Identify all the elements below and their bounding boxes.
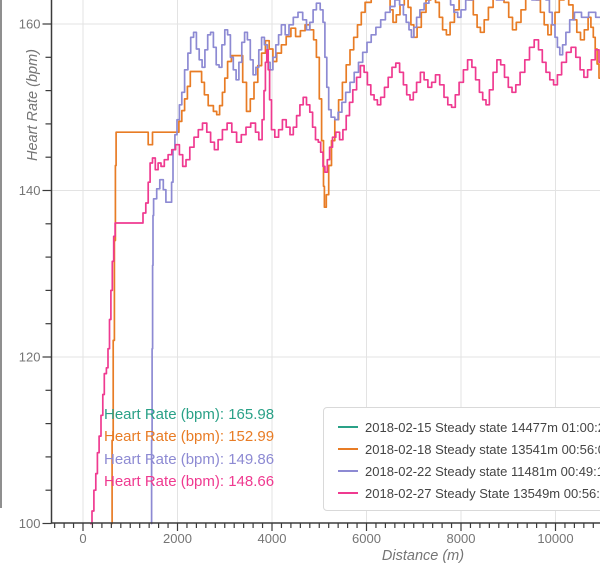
panel-left-border	[0, 0, 2, 508]
hover-tooltip: Heart Rate (bpm): 165.98 Heart Rate (bpm…	[104, 404, 274, 493]
x-tick-label: 0	[79, 531, 86, 546]
legend-item-label: 2018-02-22 Steady state 11481m 00:49:1	[365, 463, 600, 479]
series-line-2018-02-22	[150, 0, 600, 525]
x-tick-label: 8000	[447, 531, 476, 546]
legend-item-label: 2018-02-18 Steady state 13541m 00:56:0	[365, 441, 600, 457]
x-tick-label: 6000	[352, 531, 381, 546]
y-tick-label: 140	[19, 183, 41, 198]
tooltip-line-1: Heart Rate (bpm): 165.98	[104, 406, 275, 423]
legend-item-2018-02-18[interactable]: 2018-02-18 Steady state 13541m 00:56:0	[338, 438, 600, 460]
series-line-2018-02-27	[90, 38, 600, 525]
axes: 0 2000 4000 6000 8000 10000 100 120 140 160	[19, 0, 600, 546]
x-tick-label: 2000	[163, 531, 192, 546]
y-tick-label: 120	[19, 350, 41, 365]
x-axis-title: Distance (m)	[381, 548, 465, 564]
tooltip-line-2: Heart Rate (bpm): 152.99	[104, 428, 275, 446]
legend-line-swatch-icon	[338, 448, 358, 450]
legend-item-2018-02-15[interactable]: 2018-02-15 Steady state 14477m 01:00:2	[338, 416, 600, 438]
legend-line-swatch-icon	[338, 470, 358, 472]
y-tick-label: 100	[19, 516, 41, 531]
x-tick-label: 4000	[258, 531, 287, 546]
legend-item-2018-02-27[interactable]: 2018-02-27 Steady State 13549m 00:56:4	[338, 482, 600, 504]
legend-item-label: 2018-02-27 Steady State 13549m 00:56:4	[365, 485, 600, 501]
series-line-2018-02-18	[110, 0, 600, 525]
x-tick-label: 10000	[537, 531, 573, 546]
y-tick-label: 160	[19, 17, 41, 32]
legend: 2018-02-15 Steady state 14477m 01:00:2 2…	[323, 407, 600, 511]
series-lines	[90, 0, 600, 525]
legend-line-swatch-icon	[338, 426, 358, 428]
legend-line-swatch-icon	[338, 492, 358, 494]
tooltip-line-4: Heart Rate (bpm): 148.66	[104, 472, 275, 490]
tooltip-line-3: Heart Rate (bpm): 149.86	[104, 450, 275, 468]
legend-item-label: 2018-02-15 Steady state 14477m 01:00:2	[365, 419, 600, 435]
legend-item-2018-02-22[interactable]: 2018-02-22 Steady state 11481m 00:49:1	[338, 460, 600, 482]
y-axis-title: Heart Rate (bpm)	[25, 48, 41, 162]
